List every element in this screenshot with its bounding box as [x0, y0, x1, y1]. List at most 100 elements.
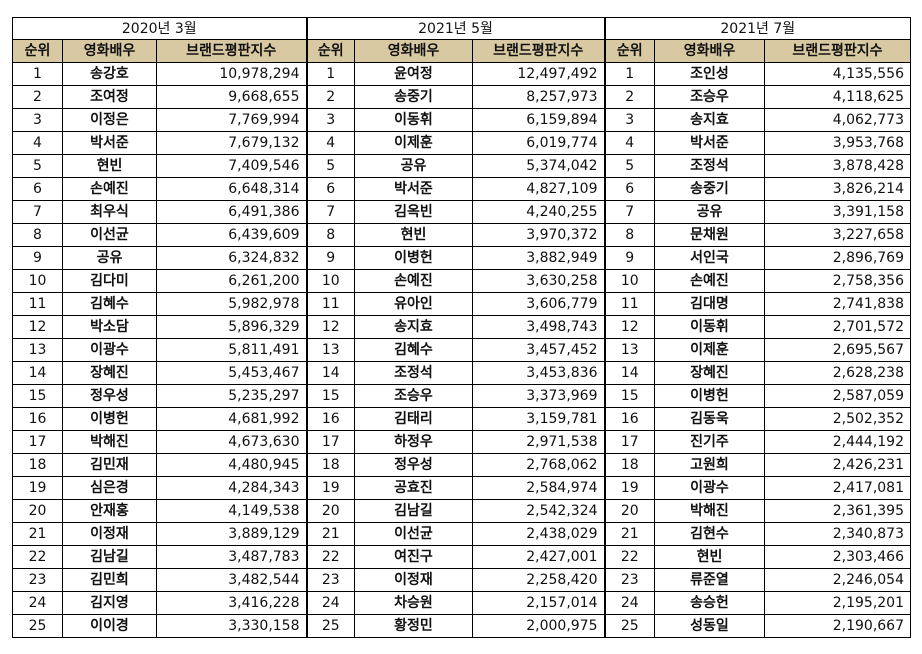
rank-cell: 7	[12, 200, 63, 224]
actor-name-cell: 이정은	[62, 108, 157, 132]
index-header: 브랜드평판지수	[156, 39, 307, 63]
rank-cell: 6	[603, 177, 655, 201]
rank-cell: 9	[12, 246, 63, 270]
rank-cell: 10	[603, 269, 655, 293]
rank-cell: 5	[603, 154, 655, 178]
actor-name-cell: 조인성	[654, 62, 765, 86]
rank-cell: 11	[305, 292, 355, 316]
table-row: 16 이병헌 4,681,992 16 김태리 3,159,781 16 김동욱 2,502,3…	[12, 407, 911, 431]
period-header: 2020년 3월	[12, 17, 307, 40]
rank-cell: 7	[305, 200, 355, 224]
actor-name-cell: 공유	[354, 154, 473, 178]
brand-index-cell: 4,062,773	[764, 108, 911, 132]
brand-index-cell: 3,457,452	[472, 338, 605, 362]
brand-index-cell: 3,482,544	[156, 568, 307, 592]
period-header: 2021년 5월	[305, 17, 605, 40]
rank-cell: 17	[603, 430, 655, 454]
brand-index-cell: 2,340,873	[764, 522, 911, 546]
rank-cell: 12	[603, 315, 655, 339]
actor-name-cell: 박서준	[654, 131, 765, 155]
brand-index-cell: 6,019,774	[472, 131, 605, 155]
rank-cell: 15	[305, 384, 355, 408]
rank-cell: 19	[305, 476, 355, 500]
rank-cell: 20	[305, 499, 355, 523]
rank-cell: 24	[12, 591, 63, 615]
brand-index-cell: 3,970,372	[472, 223, 605, 247]
actor-name-cell: 이광수	[62, 338, 157, 362]
brand-index-cell: 4,681,992	[156, 407, 307, 431]
brand-index-cell: 2,190,667	[764, 614, 911, 638]
actor-name-cell: 김다미	[62, 269, 157, 293]
actor-name-cell: 정우성	[62, 384, 157, 408]
rank-cell: 17	[305, 430, 355, 454]
rank-cell: 21	[305, 522, 355, 546]
actor-name-cell: 하정우	[354, 430, 473, 454]
brand-index-cell: 3,889,129	[156, 522, 307, 546]
period-header-row: 2020년 3월 2021년 5월 2021년 7월	[12, 17, 911, 40]
rank-cell: 20	[12, 499, 63, 523]
actor-name-cell: 이광수	[654, 476, 765, 500]
brand-index-cell: 3,453,836	[472, 361, 605, 385]
brand-index-cell: 5,811,491	[156, 338, 307, 362]
actor-name-cell: 박소담	[62, 315, 157, 339]
actor-name-cell: 이선균	[62, 223, 157, 247]
actor-name-cell: 성동일	[654, 614, 765, 638]
brand-index-cell: 2,741,838	[764, 292, 911, 316]
brand-index-cell: 5,896,329	[156, 315, 307, 339]
rank-cell: 19	[603, 476, 655, 500]
table-row: 1 송강호 10,978,294 1 윤여정 12,497,492 1 조인성 4,135,55…	[12, 62, 911, 86]
brand-index-cell: 2,695,567	[764, 338, 911, 362]
actor-name-cell: 김혜수	[354, 338, 473, 362]
brand-index-cell: 2,157,014	[472, 591, 605, 615]
actor-name-cell: 송중기	[654, 177, 765, 201]
actor-name-cell: 이동휘	[654, 315, 765, 339]
period-header: 2021년 7월	[603, 17, 911, 40]
brand-index-cell: 10,978,294	[156, 62, 307, 86]
rank-cell: 20	[603, 499, 655, 523]
actor-name-cell: 이병헌	[654, 384, 765, 408]
table-row: 20 안재홍 4,149,538 20 김남길 2,542,324 20 박해진 2,361,3…	[12, 499, 911, 523]
rank-cell: 8	[603, 223, 655, 247]
actor-name-cell: 이동휘	[354, 108, 473, 132]
actor-name-cell: 장혜진	[62, 361, 157, 385]
rank-cell: 2	[12, 85, 63, 109]
rank-cell: 15	[603, 384, 655, 408]
table-row: 14 장혜진 5,453,467 14 조정석 3,453,836 14 장혜진 2,628,2…	[12, 361, 911, 385]
brand-index-cell: 3,606,779	[472, 292, 605, 316]
actor-name-cell: 현빈	[354, 223, 473, 247]
actor-name-cell: 조승우	[354, 384, 473, 408]
rank-cell: 9	[305, 246, 355, 270]
brand-index-cell: 3,391,158	[764, 200, 911, 224]
table-row: 24 김지영 3,416,228 24 차승원 2,157,014 24 송승헌 2,195,2…	[12, 591, 911, 615]
rank-cell: 23	[12, 568, 63, 592]
rank-cell: 9	[603, 246, 655, 270]
actor-name-cell: 조정석	[654, 154, 765, 178]
actor-name-cell: 김동욱	[654, 407, 765, 431]
actor-name-cell: 손예진	[654, 269, 765, 293]
actor-name-cell: 손예진	[62, 177, 157, 201]
actor-name-cell: 박서준	[354, 177, 473, 201]
rank-cell: 25	[305, 614, 355, 638]
rank-cell: 4	[12, 131, 63, 155]
brand-index-cell: 6,491,386	[156, 200, 307, 224]
brand-index-cell: 2,587,059	[764, 384, 911, 408]
rank-cell: 12	[12, 315, 63, 339]
brand-index-cell: 4,827,109	[472, 177, 605, 201]
actor-name-cell: 김민희	[62, 568, 157, 592]
actor-name-cell: 차승원	[354, 591, 473, 615]
table-row: 25 이이경 3,330,158 25 황정민 2,000,975 25 성동일 2,190,6…	[12, 614, 911, 638]
brand-index-cell: 6,439,609	[156, 223, 307, 247]
brand-index-cell: 3,826,214	[764, 177, 911, 201]
rank-cell: 15	[12, 384, 63, 408]
actor-name-cell: 이제훈	[654, 338, 765, 362]
brand-index-cell: 3,159,781	[472, 407, 605, 431]
brand-index-cell: 6,261,200	[156, 269, 307, 293]
rank-cell: 14	[305, 361, 355, 385]
actor-name-cell: 류준열	[654, 568, 765, 592]
brand-index-cell: 5,982,978	[156, 292, 307, 316]
brand-index-cell: 5,374,042	[472, 154, 605, 178]
actor-name-cell: 김남길	[62, 545, 157, 569]
table-row: 7 최우식 6,491,386 7 김옥빈 4,240,255 7 공유 3,391,158	[12, 200, 911, 224]
brand-index-cell: 9,668,655	[156, 85, 307, 109]
brand-index-cell: 4,118,625	[764, 85, 911, 109]
